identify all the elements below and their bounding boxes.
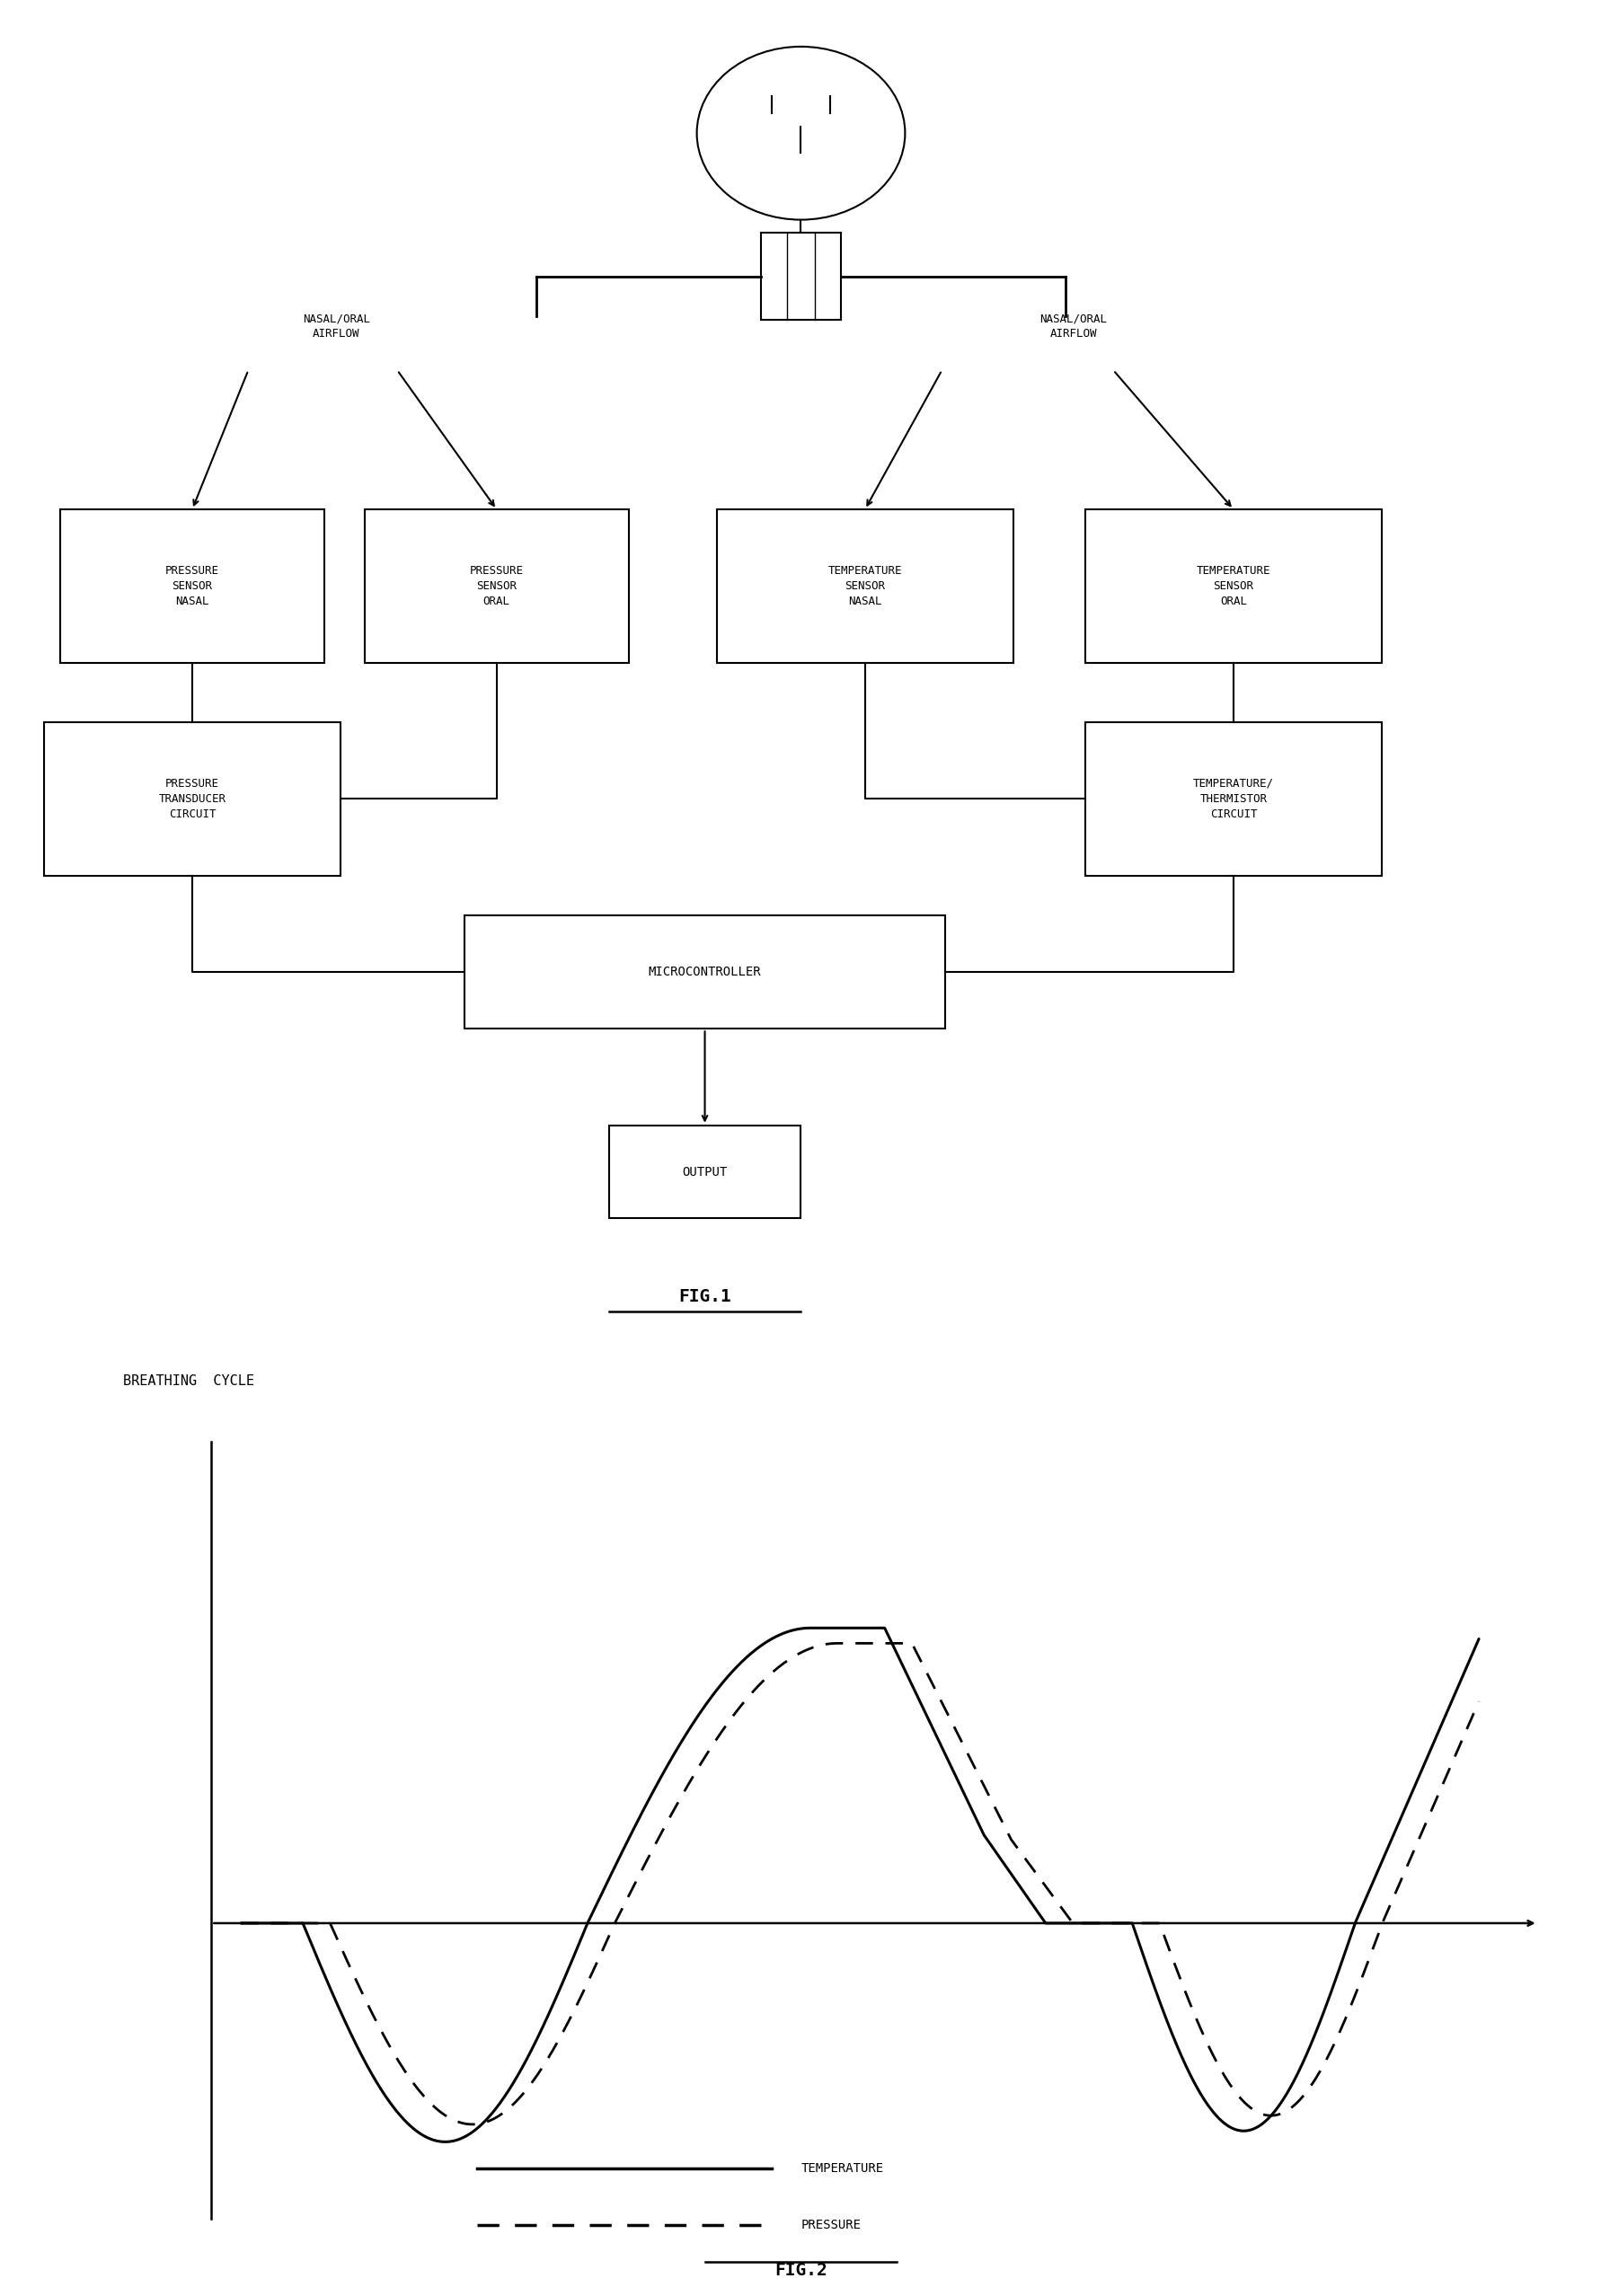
Text: BREATHING  CYCLE: BREATHING CYCLE	[123, 1373, 255, 1387]
Text: NASAL/ORAL
AIRFLOW: NASAL/ORAL AIRFLOW	[1039, 312, 1106, 340]
Text: PRESSURE: PRESSURE	[800, 2218, 861, 2232]
Circle shape	[696, 46, 905, 220]
Text: FIG.2: FIG.2	[775, 2262, 826, 2280]
Text: FIG.1: FIG.1	[679, 1288, 730, 1304]
Text: OUTPUT: OUTPUT	[682, 1166, 727, 1178]
Text: TEMPERATURE/
THERMISTOR
CIRCUIT: TEMPERATURE/ THERMISTOR CIRCUIT	[1193, 778, 1273, 820]
FancyBboxPatch shape	[1085, 723, 1380, 875]
FancyBboxPatch shape	[1085, 510, 1380, 664]
Text: PRESSURE
SENSOR
NASAL: PRESSURE SENSOR NASAL	[165, 565, 219, 606]
Text: NASAL/ORAL
AIRFLOW: NASAL/ORAL AIRFLOW	[303, 312, 370, 340]
Text: PRESSURE
TRANSDUCER
CIRCUIT: PRESSURE TRANSDUCER CIRCUIT	[158, 778, 226, 820]
FancyBboxPatch shape	[608, 1125, 800, 1219]
FancyBboxPatch shape	[43, 723, 339, 875]
FancyBboxPatch shape	[365, 510, 628, 664]
FancyBboxPatch shape	[464, 916, 945, 1029]
Text: TEMPERATURE: TEMPERATURE	[800, 2163, 884, 2174]
FancyBboxPatch shape	[61, 510, 325, 664]
Text: PRESSURE
SENSOR
ORAL: PRESSURE SENSOR ORAL	[469, 565, 524, 606]
FancyBboxPatch shape	[717, 510, 1013, 664]
Text: MICROCONTROLLER: MICROCONTROLLER	[648, 967, 760, 978]
Text: TEMPERATURE
SENSOR
ORAL: TEMPERATURE SENSOR ORAL	[1196, 565, 1270, 606]
Text: TEMPERATURE
SENSOR
NASAL: TEMPERATURE SENSOR NASAL	[828, 565, 901, 606]
Bar	[760, 234, 841, 319]
